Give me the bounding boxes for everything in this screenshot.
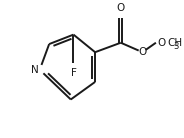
Text: O: O — [117, 3, 125, 13]
Text: 3: 3 — [173, 42, 178, 51]
Text: N: N — [31, 65, 38, 75]
Text: F: F — [70, 68, 76, 78]
Text: CH: CH — [167, 38, 182, 48]
Text: O: O — [157, 38, 165, 48]
Text: O: O — [138, 47, 146, 57]
